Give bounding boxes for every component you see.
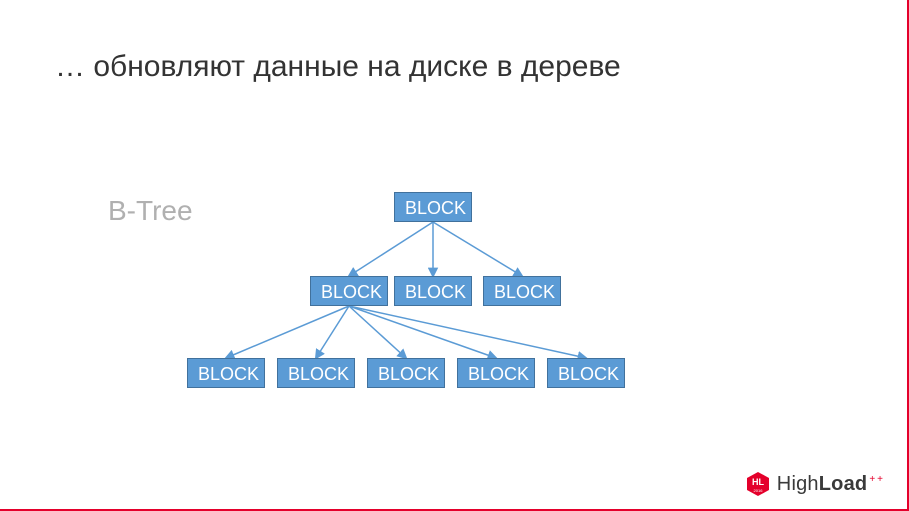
brand-part-a: High xyxy=(777,473,819,495)
tree-edge xyxy=(226,306,349,358)
slide-title: … обновляют данные на диске в дереве xyxy=(55,50,621,84)
tree-node: BLOCK xyxy=(367,358,445,388)
tree-node: BLOCK xyxy=(394,192,472,222)
brand-part-b: Load xyxy=(819,473,868,495)
tree-edge xyxy=(349,222,433,276)
tree-node: BLOCK xyxy=(483,276,561,306)
badge-year: 2016 xyxy=(753,488,763,493)
brand-plus: ++ xyxy=(869,474,885,485)
tree-node: BLOCK xyxy=(277,358,355,388)
tree-edge xyxy=(316,306,349,358)
tree-node: BLOCK xyxy=(187,358,265,388)
tree-edge xyxy=(349,306,496,358)
tree-type-label: B-Tree xyxy=(108,195,193,227)
tree-node: BLOCK xyxy=(394,276,472,306)
brand-text: HighLoad++ xyxy=(777,473,885,496)
tree-node: BLOCK xyxy=(310,276,388,306)
footer-brand: HL 2016 HighLoad++ xyxy=(745,471,885,497)
highload-badge-icon: HL 2016 xyxy=(745,471,771,497)
tree-edge xyxy=(349,306,586,358)
tree-edge xyxy=(433,222,522,276)
tree-node: BLOCK xyxy=(547,358,625,388)
tree-edge xyxy=(349,306,406,358)
tree-node: BLOCK xyxy=(457,358,535,388)
badge-text: HL xyxy=(752,477,764,487)
